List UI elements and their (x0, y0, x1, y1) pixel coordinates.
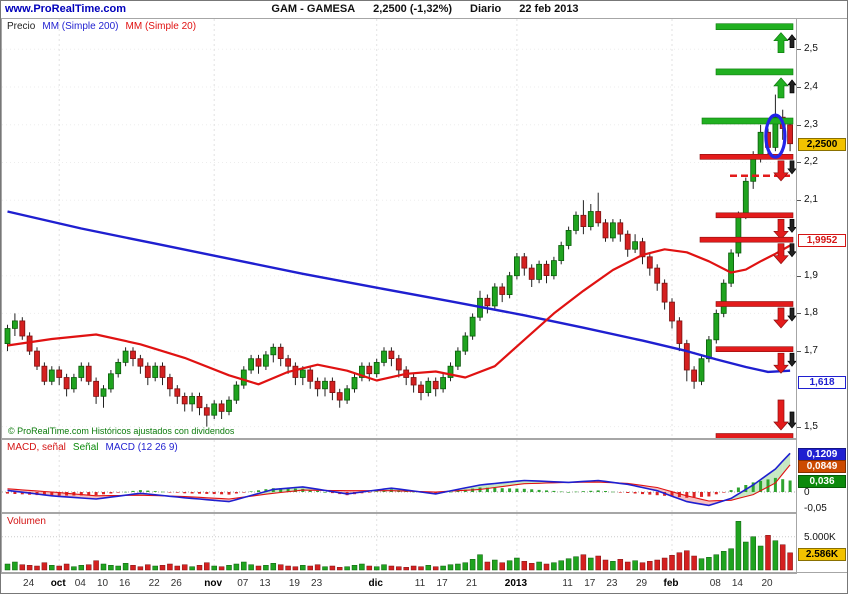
legend-volumen: Volumen (7, 516, 46, 527)
price-axis-tickmark (797, 87, 801, 88)
time-axis-scale[interactable]: 24 oct 04 10 16 22 26 nov 07 13 19 23 dic 11 17 21 2013 1… (1, 573, 797, 593)
last-price-badge: 2,2500 (798, 138, 846, 151)
date-label: 22 feb 2013 (519, 3, 579, 15)
price-axis-tickmark (797, 125, 801, 126)
price-axis-tick: 2,5 (804, 43, 818, 54)
price-axis-tickmark (797, 200, 801, 201)
time-axis-month-label: dic (368, 578, 383, 589)
price-axis-tick: 2,2 (804, 156, 818, 167)
macd-chart[interactable] (2, 440, 796, 512)
macd-value-badge: 0,036 (798, 475, 846, 488)
macd-axis-tick: 0 (804, 487, 810, 498)
price-axis-tick: 1,8 (804, 307, 818, 318)
legend-macd-senal: MACD, señal (7, 442, 66, 453)
price-axis-tickmark (797, 313, 801, 314)
time-axis-day-label: 13 (259, 578, 271, 589)
macd-legend: MACD, señal Señal MACD (12 26 9) (7, 442, 185, 453)
period-label: Diario (470, 3, 502, 15)
time-axis-day-label: 29 (635, 578, 648, 589)
last-volume-badge: 2.586K (798, 548, 846, 561)
price-legend: Precio MM (Simple 200) MM (Simple 20) (7, 21, 203, 32)
time-axis-day-label: 23 (606, 578, 618, 589)
time-axis-day-label: 23 (311, 578, 323, 589)
time-axis-day-label: 19 (288, 578, 300, 589)
price-axis-tick: 2,4 (804, 81, 818, 92)
price-level-badge: 1,9952 (798, 234, 846, 247)
time-axis-day-label: 11 (562, 578, 573, 589)
price-axis-tickmark (797, 49, 801, 50)
time-axis-day-label: 08 (709, 578, 721, 589)
legend-ma20: MM (Simple 20) (125, 21, 197, 32)
time-axis-month-label: 2013 (504, 578, 528, 589)
legend-precio: Precio (7, 21, 36, 32)
time-axis-day-label: 10 (96, 578, 109, 589)
volume-axis-tick: 5.000K (804, 532, 836, 543)
macd-axis-tick: -0,05 (804, 503, 827, 514)
time-axis-day-label: 20 (761, 578, 773, 589)
price-axis-tick: 2,3 (804, 119, 818, 130)
price-axis-tick: 1,7 (804, 345, 818, 356)
header-bar: www.ProRealTime.com GAM - GAMESA 2,2500 (… (1, 1, 847, 18)
legend-ma200: MM (Simple 200) (42, 21, 119, 32)
time-axis-month-label: feb (663, 578, 679, 589)
time-axis-day-label: 26 (170, 578, 182, 589)
time-axis-day-label: 11 (414, 578, 426, 589)
price-axis-tickmark (797, 351, 801, 352)
volume-indicator-panel[interactable]: Volumen (1, 513, 797, 573)
price-axis-tickmark (797, 427, 801, 428)
price-level-badge: 1,618 (798, 376, 846, 389)
price-axis-scale[interactable]: 2,5 2,4 2,3 2,2 2,1 1,9 1,8 1,7 1,5 2,2500 1,9952 1… (797, 18, 847, 573)
time-axis-day-label: 17 (436, 578, 448, 589)
quote-label: 2,2500 (-1,32%) (373, 3, 453, 15)
macd-indicator-panel[interactable]: MACD, señal Señal MACD (12 26 9) (1, 439, 797, 513)
time-axis-day-label: 07 (237, 578, 249, 589)
time-axis-day-label: 17 (584, 578, 596, 589)
price-axis-tick: 1,9 (804, 270, 818, 281)
copyright-notice: © ProRealTime.com Históricos ajustados c… (8, 426, 235, 436)
price-axis-tick: 2,1 (804, 194, 818, 205)
time-axis-day-label: 16 (119, 578, 131, 589)
price-axis-tickmark (797, 276, 801, 277)
price-chart-panel[interactable]: Precio MM (Simple 200) MM (Simple 20) © Pr… (1, 18, 797, 439)
legend-senal: Señal (72, 442, 99, 453)
legend-macd-params: MACD (12 26 9) (105, 442, 178, 453)
chart-title: GAM - GAMESA 2,2500 (-1,32%) Diario 22 feb … (1, 3, 847, 15)
time-axis-month-label: nov (204, 578, 223, 589)
time-axis-day-label: 21 (466, 578, 478, 589)
time-axis-day-label: 04 (74, 578, 86, 589)
symbol-label: GAM - GAMESA (271, 3, 356, 15)
price-axis-tick: 1,5 (804, 421, 818, 432)
time-axis-day-label: 24 (23, 578, 35, 589)
volume-legend: Volumen (7, 516, 53, 527)
time-axis-month-label: oct (50, 578, 66, 589)
volume-chart[interactable] (2, 514, 796, 572)
time-axis-day-label: 14 (731, 578, 743, 589)
macd-value-badge: 0,0849 (798, 460, 846, 473)
prorealtime-link[interactable]: www.ProRealTime.com (5, 3, 127, 15)
candlestick-chart[interactable] (2, 19, 796, 438)
price-axis-tickmark (797, 162, 801, 163)
time-axis-day-label: 22 (148, 578, 160, 589)
